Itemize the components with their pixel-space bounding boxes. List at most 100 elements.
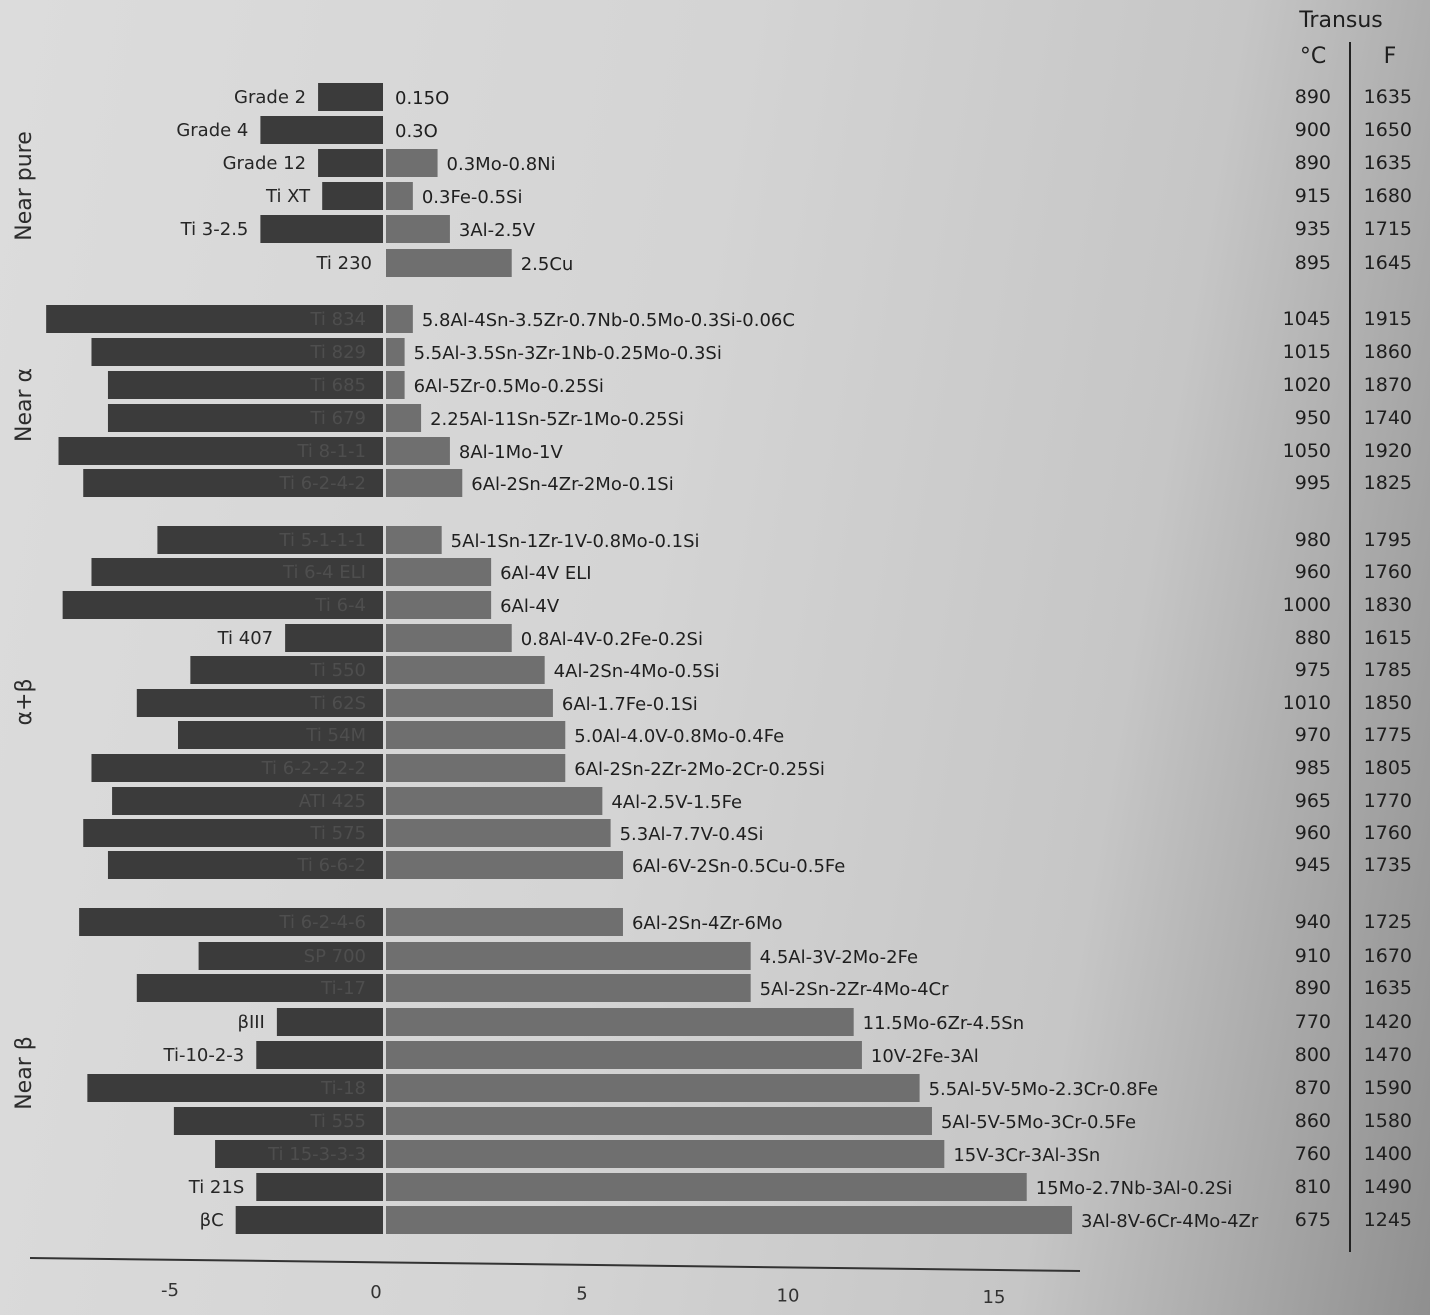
left-bar: [112, 787, 383, 815]
left-bar: [276, 1008, 383, 1036]
transus-c-value: 890: [1295, 152, 1331, 174]
x-tick-label: 10: [777, 1285, 800, 1306]
composition-label: 4.5Al-3V-2Mo-2Fe: [760, 947, 918, 968]
left-bar: [198, 942, 383, 970]
right-bar: [386, 787, 603, 815]
transus-c-value: 965: [1295, 790, 1331, 812]
transus-f-value: 1760: [1364, 561, 1412, 583]
composition-label: 5.5Al-5V-5Mo-2.3Cr-0.8Fe: [929, 1079, 1158, 1100]
left-bar: [87, 1074, 384, 1102]
x-axis-line: [29, 1257, 1081, 1272]
alloy-name-label: Ti 6-4 ELI: [282, 562, 366, 583]
transus-f-value: 1760: [1364, 822, 1412, 844]
transus-c-value: 910: [1295, 945, 1331, 967]
right-bar: [386, 404, 422, 432]
alloy-name-label: Grade 2: [234, 87, 306, 108]
alloy-name-label: Ti 62S: [310, 693, 367, 714]
alloy-name-label: βC: [200, 1210, 224, 1231]
transus-c-value: 675: [1295, 1209, 1331, 1231]
composition-label: 6Al-1.7Fe-0.1Si: [562, 694, 698, 715]
transus-f-value: 1420: [1364, 1011, 1412, 1033]
right-bar: [386, 624, 512, 652]
transus-c-value: 800: [1295, 1044, 1331, 1066]
composition-label: 6Al-2Sn-4Zr-2Mo-0.1Si: [471, 474, 673, 495]
transus-c-value: 1000: [1283, 594, 1331, 616]
composition-label: 6Al-5Zr-0.5Mo-0.25Si: [414, 376, 604, 397]
right-bar: [386, 1173, 1027, 1201]
composition-label: 10V-2Fe-3Al: [871, 1046, 979, 1067]
composition-label: 5Al-5V-5Mo-3Cr-0.5Fe: [941, 1112, 1136, 1133]
alloy-name-label: Ti 679: [309, 408, 366, 429]
alloy-name-label: Ti 550: [309, 660, 366, 681]
transus-c-value: 860: [1295, 1110, 1331, 1132]
transus-c-value: 950: [1295, 407, 1331, 429]
right-bar: [386, 558, 492, 586]
left-bar: [91, 754, 383, 782]
transus-unit-f: F: [1384, 44, 1397, 69]
alloy-name-label: Ti 6-2-4-2: [279, 473, 366, 494]
alloy-name-label: Ti 5-1-1-1: [279, 530, 366, 551]
group-label: α+β: [12, 679, 37, 726]
transus-c-value: 890: [1295, 977, 1331, 999]
transus-c-value: 1010: [1283, 692, 1331, 714]
alloy-name-label: Ti 21S: [188, 1177, 245, 1198]
right-bar: [386, 656, 545, 684]
right-bar: [386, 721, 566, 749]
transus-f-value: 1400: [1364, 1143, 1412, 1165]
transus-f-value: 1580: [1364, 1110, 1412, 1132]
alloy-name-label: βIII: [237, 1012, 264, 1033]
left-bar: [46, 305, 383, 333]
right-bar: [386, 338, 405, 366]
alloy-name-label: Grade 4: [176, 120, 248, 141]
composition-label: 5.5Al-3.5Sn-3Zr-1Nb-0.25Mo-0.3Si: [414, 343, 722, 364]
transus-f-value: 1245: [1364, 1209, 1412, 1231]
right-bar: [386, 526, 442, 554]
transus-f-value: 1615: [1364, 627, 1412, 649]
alloy-name-label: Ti 230: [315, 253, 372, 274]
group-label: Near α: [12, 368, 37, 442]
alloy-name-label: Ti 555: [309, 1111, 366, 1132]
alloy-name-label: Ti-10-2-3: [163, 1045, 245, 1066]
left-bar: [215, 1140, 383, 1168]
transus-f-value: 1490: [1364, 1176, 1412, 1198]
transus-c-value: 870: [1295, 1077, 1331, 1099]
left-bar: [91, 338, 383, 366]
transus-c-value: 810: [1295, 1176, 1331, 1198]
transus-c-value: 1015: [1283, 341, 1331, 363]
transus-c-value: 900: [1295, 119, 1331, 141]
composition-label: 15Mo-2.7Nb-3Al-0.2Si: [1036, 1178, 1233, 1199]
transus-c-value: 960: [1295, 561, 1331, 583]
alloy-name-label: Ti 407: [217, 628, 274, 649]
alloy-name-label: Ti 54M: [305, 725, 366, 746]
right-bar: [386, 942, 751, 970]
composition-label: 4Al-2Sn-4Mo-0.5Si: [554, 661, 720, 682]
transus-f-value: 1650: [1364, 119, 1412, 141]
alloy-name-label: Ti 829: [309, 342, 366, 363]
composition-label: 3Al-8V-6Cr-4Mo-4Zr: [1081, 1211, 1259, 1232]
composition-label: 0.3Mo-0.8Ni: [447, 154, 556, 175]
right-bar: [386, 1140, 945, 1168]
transus-f-value: 1915: [1364, 308, 1412, 330]
composition-label: 0.8Al-4V-0.2Fe-0.2Si: [521, 629, 703, 650]
transus-f-value: 1795: [1364, 529, 1412, 551]
composition-label: 15V-3Cr-3Al-3Sn: [953, 1145, 1100, 1166]
composition-label: 3Al-2.5V: [459, 220, 536, 241]
transus-c-value: 1050: [1283, 440, 1331, 462]
transus-f-value: 1715: [1364, 218, 1412, 240]
composition-label: 8Al-1Mo-1V: [459, 442, 564, 463]
transus-f-value: 1920: [1364, 440, 1412, 462]
transus-f-value: 1785: [1364, 659, 1412, 681]
transus-c-value: 1045: [1283, 308, 1331, 330]
alloy-name-label: Ti 575: [309, 823, 366, 844]
left-bar: [83, 819, 384, 847]
alloy-name-label: Ti 15-3-3-3: [267, 1144, 366, 1165]
alloy-name-label: Ti 6-6-2: [296, 855, 366, 876]
left-bar: [79, 908, 384, 936]
composition-label: 5.0Al-4.0V-0.8Mo-0.4Fe: [574, 726, 784, 747]
transus-f-value: 1635: [1364, 86, 1412, 108]
alloy-name-label: Ti 3-2.5: [180, 219, 249, 240]
left-bar: [58, 437, 384, 465]
right-bar: [386, 1206, 1073, 1234]
x-tick-label: 0: [370, 1282, 381, 1303]
transus-c-value: 770: [1295, 1011, 1331, 1033]
